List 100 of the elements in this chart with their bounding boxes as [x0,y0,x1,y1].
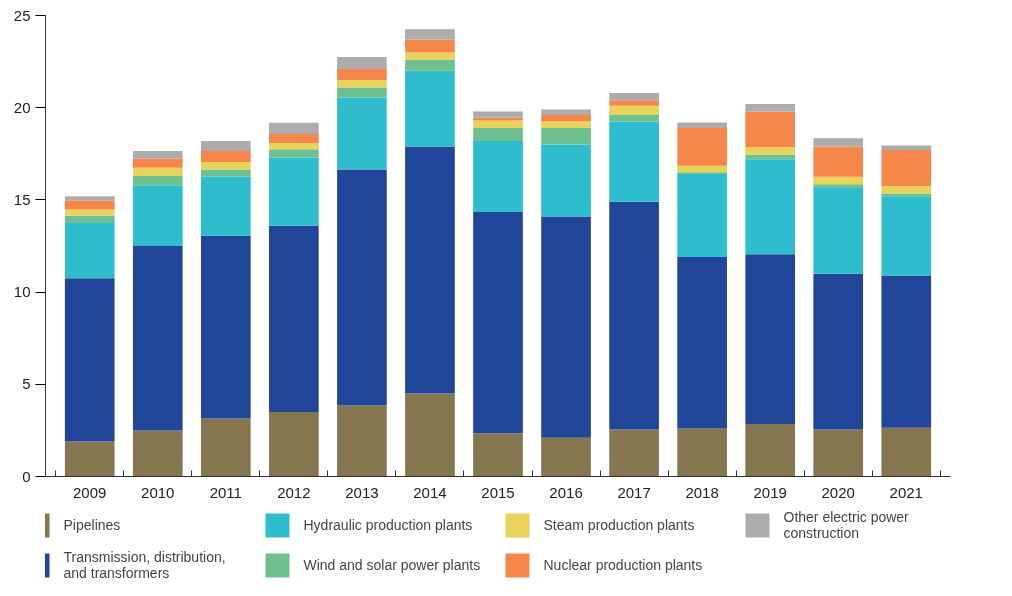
bar [200,418,251,477]
legend-label: Other electric power construction [783,509,910,541]
bar [881,193,932,197]
bar [405,52,455,60]
bar [64,215,115,223]
x-tick-label: 2016 [549,483,583,501]
bar [473,120,523,128]
bar [813,429,864,477]
bar [609,121,659,202]
bar [745,159,796,255]
bar [541,144,591,217]
y-tick-label: 5 [22,375,31,393]
bar [405,29,455,40]
bar [473,127,523,141]
x-tick-label: 2014 [413,483,447,501]
bar [881,186,932,194]
bar [200,169,251,177]
x-tick-label: 2017 [617,483,651,501]
x-tick-label: 2018 [685,483,719,501]
bar [200,162,251,170]
bar [269,411,319,477]
bar [337,87,387,98]
bar [745,423,796,477]
legend-label: Steam production plants [543,516,696,535]
bar [64,196,115,201]
x-tick-label: 2020 [821,483,855,501]
x-tick-label: 2010 [141,483,175,501]
bar [541,121,591,128]
bar [405,39,455,53]
bar [745,254,796,424]
bar [813,138,864,147]
bar [64,209,115,216]
bar [745,104,796,112]
bar [609,105,659,116]
y-tick-label: 10 [13,283,31,301]
bar [337,169,387,406]
x-tick-label: 2009 [73,483,107,501]
bar [337,405,387,477]
bar [64,222,115,279]
bar [405,59,455,71]
bar [541,109,591,116]
bar [881,150,932,187]
bar [269,225,319,412]
x-tick-label: 2012 [277,483,311,501]
bar [541,115,591,122]
bar [132,167,183,176]
bar [473,433,523,477]
bar [269,143,319,150]
bar [132,158,183,168]
bar [677,127,727,166]
x-tick-label: 2019 [753,483,787,501]
bar [609,115,659,122]
bar [881,275,932,428]
bar [609,92,659,101]
bar [609,201,659,430]
bar [200,140,251,152]
bar [337,97,387,170]
legend-label: Nuclear production plants [543,556,704,575]
bar [337,80,387,88]
bar [473,117,523,121]
bar [473,111,523,118]
bar [200,176,251,236]
bar [745,111,796,148]
x-tick-label: 2013 [345,483,379,501]
y-tick-label: 25 [13,6,31,24]
bar [64,200,115,210]
bar [269,133,319,144]
bar [881,427,932,477]
x-tick-label: 2021 [889,483,923,501]
bar [473,211,523,434]
bar [269,149,319,158]
bar [677,428,727,477]
y-tick-label: 15 [13,190,31,208]
bar [813,146,864,177]
bar [337,68,387,81]
legend-label: Hydraulic production plants [303,516,474,535]
bar [745,147,796,155]
bar [609,100,659,106]
bar [677,174,727,258]
bar [405,146,455,394]
bar [813,184,864,188]
bar [881,196,932,276]
bar [132,185,183,246]
y-tick-label: 20 [13,98,31,116]
bar [269,122,319,134]
bar [405,393,455,477]
bar [337,56,387,69]
bar [200,235,251,419]
bar [64,441,115,477]
bar [269,157,319,226]
bar [541,216,591,438]
bar [813,187,864,274]
bar [405,70,455,147]
bar [813,273,864,430]
y-tick-label: 0 [22,467,31,485]
bar [677,257,727,429]
bar [609,429,659,477]
bar [541,127,591,145]
bar [132,430,183,477]
bar [200,151,251,163]
